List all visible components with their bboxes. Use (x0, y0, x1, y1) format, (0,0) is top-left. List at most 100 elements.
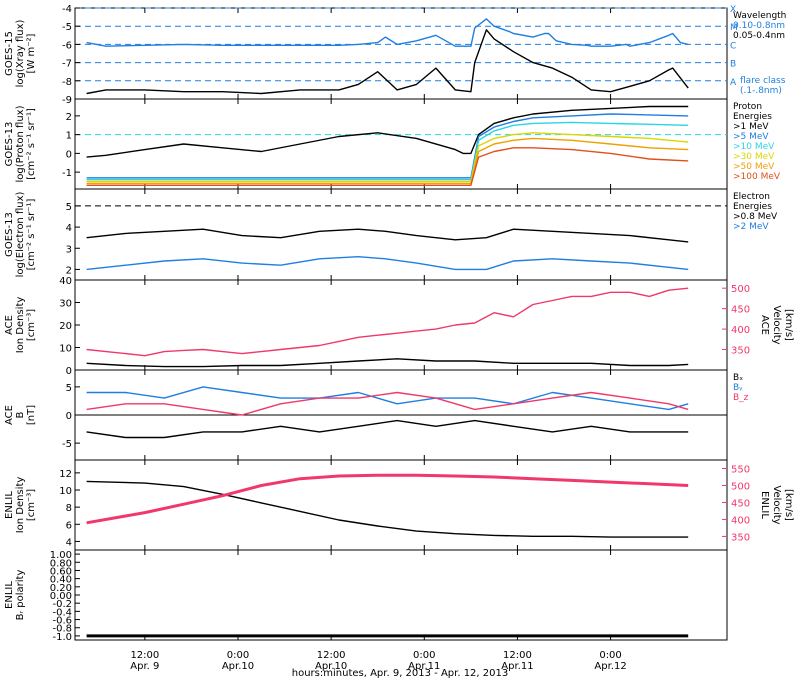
y-tick-label-ace_b: -5 (62, 439, 72, 450)
y-tick-label-xray: -5 (62, 22, 72, 33)
y-axis-label-ace_b: [nT] (26, 405, 37, 425)
x-tick-time-label: 0:00 (413, 650, 435, 661)
legend-entry-proton: >1 MeV (733, 122, 769, 132)
y-tick-label-electron: 4 (66, 223, 72, 234)
y-axis-label-enlil_density: Ion Density (15, 477, 26, 534)
legend-entry-proton: Proton (733, 102, 762, 112)
y-tick-label-enlil_polarity: 0.60 (50, 566, 72, 577)
series-line-proton-5 (86, 147, 689, 187)
y-axis-label-electron: [cm⁻² s⁻¹ sr⁻¹] (26, 199, 37, 271)
y-tick-label-enlil_density: 10 (59, 486, 72, 497)
legend-entry-electron: Electron (733, 192, 770, 202)
x-tick-time-label: 12:00 (503, 650, 532, 661)
y-axis-label-right-enlil_density: ENLIL (759, 491, 770, 519)
series-line-proton-1 (86, 113, 689, 179)
y-tick-label-enlil_density: 6 (66, 520, 72, 531)
y-axis-label-ace_density: Ion Density (15, 297, 26, 354)
legend-entry-proton: >5 MeV (733, 132, 769, 142)
y-tick-label-enlil_polarity: 0.80 (50, 558, 72, 569)
y-tick-label-xray: -7 (62, 59, 72, 70)
y-tick-label-proton: 0 (66, 149, 72, 160)
series-line-xray-0 (86, 18, 689, 47)
y-axis-label-right-ace_density: ACE (759, 315, 770, 335)
y-tick-label-enlil_polarity: -0.2 (52, 599, 72, 610)
x-tick-date-label: Apr.11 (501, 661, 533, 672)
legend-entry-ace_b: Bᵧ (733, 383, 743, 393)
y-axis-label-right-enlil_density: Velocity (771, 485, 782, 524)
series-line-enlil_density-1 (86, 473, 689, 525)
series-line-electron-0 (86, 228, 689, 243)
series-line-ace_b-2 (86, 391, 689, 416)
y-axis-label-right-enlil_density: [km/s] (783, 489, 794, 521)
x-tick-time-label: 0:00 (599, 650, 621, 661)
y-tick-label-electron: 3 (66, 244, 72, 255)
y-axis-label-proton: log(Proton flux) (15, 105, 26, 182)
y-tick-label-enlil_polarity: 0.00 (50, 591, 72, 602)
legend-entry-xray: Wavelength (733, 11, 786, 21)
flare-class-label: B (730, 60, 736, 70)
legend-flare-class: flare class (740, 76, 786, 86)
x-tick-date-label: Apr.10 (222, 661, 254, 672)
series-line-proton-3 (86, 132, 689, 183)
x-tick-time-label: 12:00 (317, 650, 346, 661)
legend-entry-proton: >10 MeV (733, 142, 775, 152)
y-tick-label-xray: -4 (62, 4, 72, 15)
x-tick-date-label: Apr. 9 (130, 661, 159, 672)
y-tick-label-ace_b: 0 (66, 411, 72, 422)
y-tick-label-proton: 2 (66, 112, 72, 123)
y-tick-label-right-enlil_density: 400 (731, 515, 750, 526)
panel-frame-electron (74, 188, 728, 281)
flare-class-label: A (730, 78, 737, 88)
y-tick-label-right-enlil_density: 500 (731, 481, 750, 492)
y-tick-label-ace_density: 30 (59, 299, 72, 310)
y-axis-label-enlil_density: [cm⁻³] (26, 489, 37, 521)
panel-frame-enlil_polarity (74, 549, 728, 641)
series-line-electron-1 (86, 256, 689, 271)
y-tick-label-right-enlil_density: 450 (731, 498, 750, 509)
y-axis-label-enlil_polarity: ENLIL (4, 581, 15, 609)
y-tick-label-ace_b: 5 (66, 383, 72, 394)
y-axis-label-electron: GOES-13 (4, 212, 15, 257)
y-tick-label-right-enlil_density: 550 (731, 464, 750, 475)
flare-class-label: X (730, 5, 736, 15)
x-tick-date-label: Apr.12 (594, 661, 626, 672)
y-axis-label-ace_density: ACE (4, 315, 15, 335)
flare-class-label: M (730, 23, 738, 33)
x-tick-date-label: Apr.11 (408, 661, 440, 672)
y-tick-label-enlil_polarity: -0.8 (52, 624, 72, 635)
y-tick-label-enlil_polarity: 1.00 (50, 550, 72, 561)
legend-entry-electron: >2 MeV (733, 222, 769, 232)
y-tick-label-enlil_density: 12 (59, 469, 72, 480)
y-axis-label-proton: GOES-13 (4, 122, 15, 167)
y-axis-label-enlil_polarity: Bᵣ polarity (15, 570, 26, 621)
x-tick-time-label: 0:00 (227, 650, 249, 661)
series-line-ace_density-0 (86, 358, 689, 368)
y-tick-label-proton: -1 (62, 168, 72, 179)
legend-flare-class: (.1-.8nm) (740, 86, 782, 96)
legend-entry-xray: 0.10-0.8nm (733, 21, 785, 31)
y-axis-label-ace_b: B (15, 411, 26, 418)
y-tick-label-ace_density: 10 (59, 344, 72, 355)
y-tick-label-right-enlil_density: 350 (731, 532, 750, 543)
y-tick-label-proton: 1 (66, 131, 72, 142)
y-tick-label-right-ace_density: 350 (731, 346, 750, 357)
x-tick-time-label: 12:00 (130, 650, 159, 661)
y-tick-label-right-ace_density: 500 (731, 284, 750, 295)
series-line-ace_b-1 (86, 386, 689, 411)
series-line-proton-0 (86, 105, 689, 158)
y-tick-label-electron: 5 (66, 202, 72, 213)
y-axis-label-right-ace_density: Velocity (771, 305, 782, 344)
series-line-enlil_density-0 (86, 480, 689, 538)
legend-entry-proton: >100 MeV (733, 172, 781, 182)
y-axis-label-ace_b: ACE (4, 405, 15, 425)
y-tick-label-enlil_density: 8 (66, 503, 72, 514)
y-axis-label-ace_density: [cm⁻³] (26, 309, 37, 341)
panel-frame-xray (74, 7, 728, 100)
series-line-ace_density-1 (86, 287, 689, 357)
legend-entry-xray: 0.05-0.4nm (733, 31, 785, 41)
y-tick-label-xray: -9 (62, 95, 72, 106)
x-tick-date-label: Apr.10 (315, 661, 347, 672)
legend-entry-ace_b: Bₓ (733, 373, 743, 383)
y-tick-label-ace_density: 40 (59, 276, 72, 287)
